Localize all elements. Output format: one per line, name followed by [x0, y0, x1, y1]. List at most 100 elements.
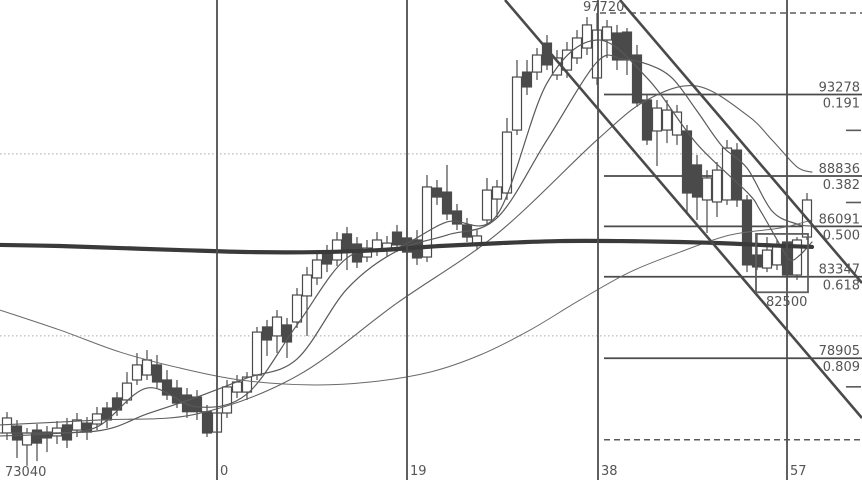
- candle: [711, 161, 723, 218]
- fib-ratio-label: 0.191: [823, 97, 860, 112]
- candle: [151, 355, 163, 389]
- candle: [141, 350, 153, 380]
- candle: [161, 370, 173, 400]
- candle-body-down: [261, 326, 273, 341]
- ma-mid-line: [0, 54, 813, 434]
- candle: [691, 155, 703, 220]
- candle-body-down: [631, 54, 643, 104]
- candle-body-up: [271, 316, 283, 337]
- candle-body-up: [711, 169, 723, 203]
- candle: [681, 124, 693, 213]
- candle-body-down: [691, 164, 703, 198]
- candle: [531, 48, 543, 80]
- trend-channel: [504, 0, 862, 419]
- candle-body-down: [31, 429, 43, 444]
- candle-body-up: [1, 417, 13, 434]
- candle-body-up: [131, 364, 143, 381]
- candle: [251, 326, 263, 380]
- candle-body-down: [41, 431, 53, 439]
- candle: [281, 317, 293, 358]
- candle-body-up: [291, 294, 303, 323]
- candle-body-up: [51, 427, 63, 437]
- candle: [731, 143, 743, 207]
- candle-body-down: [431, 187, 443, 198]
- candle-body-up: [771, 244, 783, 266]
- swing-low-label: 73040: [5, 465, 46, 480]
- candle: [431, 179, 443, 205]
- candle: [641, 95, 653, 145]
- candle: [191, 390, 203, 420]
- candle-body-down: [201, 411, 213, 434]
- candle: [791, 237, 803, 280]
- candle-body-up: [221, 386, 233, 414]
- candle: [201, 404, 213, 438]
- candle-body-up: [661, 109, 673, 131]
- candle: [751, 233, 763, 271]
- candle: [241, 372, 253, 400]
- candle-body-up: [591, 29, 603, 79]
- candle-body-up: [421, 186, 433, 258]
- candle-body-up: [491, 186, 503, 200]
- x-axis-label: 0: [220, 464, 228, 479]
- candle-body-down: [161, 379, 173, 396]
- candle-body-down: [391, 231, 403, 246]
- box-price-label: 82500: [766, 295, 807, 310]
- period-gridlines: [216, 0, 788, 480]
- candle: [11, 419, 23, 458]
- candle: [321, 244, 333, 273]
- trendline: [619, 0, 862, 284]
- candle-body-down: [751, 254, 763, 268]
- candle: [131, 353, 143, 385]
- candle: [511, 59, 523, 136]
- candle-body-down: [101, 407, 113, 421]
- candle-body-down: [151, 364, 163, 383]
- ma-heavy-line: [0, 238, 815, 255]
- candle-body-up: [511, 76, 523, 131]
- candle: [31, 424, 43, 462]
- candle: [341, 226, 353, 271]
- trendline: [504, 0, 862, 419]
- candle-body-up: [671, 111, 683, 136]
- candle-body-down: [731, 149, 743, 201]
- candle-body-up: [91, 413, 103, 425]
- fib-price-label: 86091: [819, 212, 860, 227]
- x-axis-label: 19: [410, 464, 427, 479]
- candle-body-up: [71, 419, 83, 431]
- fib-ratio-label: 0.382: [823, 178, 860, 193]
- candle-body-down: [181, 394, 193, 413]
- candle: [271, 310, 283, 353]
- candle-body-up: [311, 259, 323, 279]
- swing-high-label: 97720: [583, 0, 624, 15]
- candle: [111, 392, 123, 416]
- candle-body-up: [501, 131, 513, 194]
- candle-body-down: [451, 210, 463, 225]
- candle-body-down: [611, 32, 623, 61]
- candle-body-up: [581, 24, 593, 49]
- candle: [311, 252, 323, 285]
- candle-body-down: [441, 191, 453, 215]
- candle: [451, 204, 463, 231]
- candle: [331, 232, 343, 267]
- candle: [181, 388, 193, 418]
- minor-fib-ticks: [846, 129, 861, 388]
- candle: [381, 235, 393, 258]
- candle-body-up: [601, 26, 613, 41]
- candle-body-up: [301, 274, 313, 297]
- candle-body-down: [681, 130, 693, 194]
- candle: [521, 59, 533, 96]
- candle: [441, 164, 453, 220]
- x-axis-label: 57: [790, 464, 807, 479]
- candle-body-down: [191, 396, 203, 413]
- candle-body-up: [761, 249, 773, 269]
- candle-body-up: [701, 177, 713, 201]
- fib-price-label: 88836: [819, 162, 860, 177]
- candle: [121, 372, 133, 405]
- candle-body-down: [641, 99, 653, 141]
- candle-body-up: [121, 382, 133, 401]
- candle: [721, 139, 733, 205]
- candle-body-down: [621, 31, 633, 61]
- candle-body-down: [521, 71, 533, 88]
- candle-body-up: [651, 107, 663, 132]
